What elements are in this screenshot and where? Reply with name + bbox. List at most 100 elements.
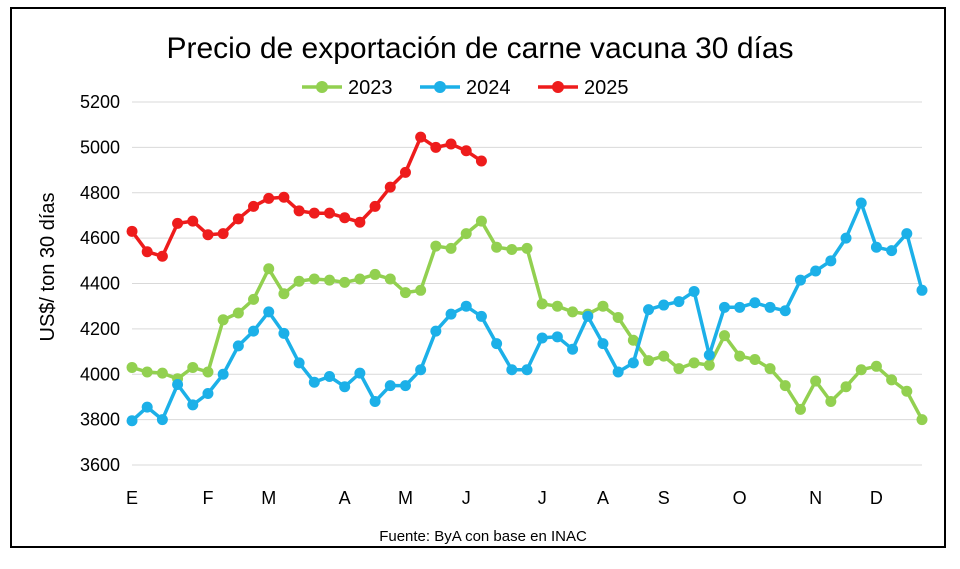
- data-point-2023: [901, 385, 913, 397]
- y-tick-label: 4600: [80, 228, 120, 248]
- data-point-2024: [187, 399, 199, 411]
- data-point-2024: [886, 245, 898, 257]
- data-point-2025: [232, 213, 244, 225]
- data-point-2025: [475, 155, 487, 167]
- data-point-2025: [339, 212, 351, 224]
- data-point-2024: [597, 338, 609, 350]
- source-note: Fuente: ByA con base en INAC: [379, 528, 587, 545]
- data-point-2023: [232, 307, 244, 319]
- y-tick-label: 4200: [80, 319, 120, 339]
- x-tick-label: A: [339, 488, 351, 508]
- legend-marker-2025: [552, 81, 564, 93]
- data-point-2024: [855, 197, 867, 209]
- data-point-2023: [248, 293, 260, 305]
- data-point-2024: [719, 301, 730, 313]
- data-point-2024: [551, 331, 563, 343]
- data-point-2023: [521, 242, 533, 254]
- data-point-2024: [779, 305, 791, 317]
- x-tick-label: M: [261, 488, 276, 508]
- data-point-2025: [156, 250, 168, 262]
- data-point-2023: [293, 275, 305, 287]
- y-tick-label: 3600: [80, 455, 120, 475]
- x-tick-label: J: [538, 488, 547, 508]
- data-point-2023: [217, 314, 229, 326]
- series-line-2024: [130, 201, 924, 423]
- data-point-2024: [430, 325, 442, 337]
- data-point-2023: [825, 395, 837, 407]
- data-point-2023: [354, 273, 366, 285]
- data-point-2023: [263, 263, 275, 275]
- data-point-2025: [369, 200, 381, 212]
- data-point-2024: [612, 366, 624, 378]
- y-tick-label: 4800: [80, 183, 120, 203]
- y-tick-label: 4000: [80, 364, 120, 384]
- data-point-2023: [536, 298, 548, 310]
- x-tick-label: N: [809, 488, 822, 508]
- data-point-2025: [445, 138, 457, 150]
- chart-title: Precio de exportación de carne vacuna 30…: [166, 32, 793, 65]
- data-point-2023: [202, 366, 214, 378]
- x-tick-label: M: [398, 488, 413, 508]
- data-point-2023: [658, 350, 670, 362]
- data-point-2025: [460, 145, 472, 157]
- y-axis-label: US$/ ton 30 días: [37, 193, 59, 342]
- data-point-2023: [491, 241, 503, 253]
- data-point-2024: [627, 357, 639, 369]
- data-point-2025: [399, 166, 411, 178]
- data-point-2025: [141, 246, 153, 258]
- data-point-2023: [415, 284, 427, 296]
- data-point-2024: [749, 297, 761, 309]
- data-point-2025: [293, 205, 305, 217]
- data-point-2023: [399, 287, 411, 299]
- x-tick-label: E: [126, 488, 138, 508]
- data-point-2024: [703, 349, 715, 361]
- data-point-2025: [415, 131, 427, 143]
- data-point-2024: [232, 340, 244, 352]
- series-2023: [126, 215, 928, 426]
- data-point-2023: [567, 306, 579, 318]
- data-point-2024: [916, 284, 928, 296]
- x-tick-label: J: [462, 488, 471, 508]
- y-tick-label: 5200: [80, 92, 120, 112]
- data-point-2024: [840, 232, 852, 244]
- data-point-2024: [475, 310, 487, 322]
- x-tick-label: O: [733, 488, 747, 508]
- data-point-2023: [840, 381, 852, 393]
- data-point-2025: [324, 207, 335, 219]
- data-point-2024: [278, 327, 290, 339]
- data-point-2024: [460, 300, 472, 312]
- data-point-2023: [460, 228, 472, 240]
- data-point-2025: [217, 228, 229, 240]
- data-point-2024: [491, 338, 503, 350]
- legend-marker-2023: [316, 81, 328, 93]
- data-point-2024: [870, 241, 882, 253]
- data-point-2023: [475, 215, 487, 227]
- data-point-2024: [901, 228, 913, 240]
- data-point-2024: [354, 367, 366, 379]
- data-point-2024: [324, 371, 335, 383]
- legend: 2023 2024 2025: [302, 77, 629, 99]
- data-point-2023: [719, 330, 730, 342]
- data-point-2025: [384, 181, 396, 193]
- data-point-2023: [597, 300, 609, 312]
- data-point-2024: [536, 332, 548, 344]
- x-tick-label: F: [202, 488, 213, 508]
- data-point-2025: [172, 217, 184, 229]
- data-point-2025: [263, 192, 275, 204]
- data-point-2025: [278, 191, 290, 203]
- data-point-2024: [415, 364, 427, 376]
- data-point-2024: [156, 414, 168, 426]
- data-point-2024: [141, 401, 153, 413]
- line-chart: Precio de exportación de carne vacuna 30…: [37, 32, 928, 545]
- data-point-2023: [870, 360, 882, 372]
- chart-frame: Precio de exportación de carne vacuna 30…: [10, 7, 946, 548]
- y-tick-label: 3800: [80, 410, 120, 430]
- y-tick-label: 5000: [80, 137, 120, 157]
- data-point-2023: [779, 380, 791, 392]
- data-point-2024: [217, 368, 229, 380]
- data-point-2023: [187, 361, 199, 373]
- data-point-2025: [354, 216, 366, 228]
- series-2025: [126, 131, 487, 262]
- x-tick-label: D: [870, 488, 883, 508]
